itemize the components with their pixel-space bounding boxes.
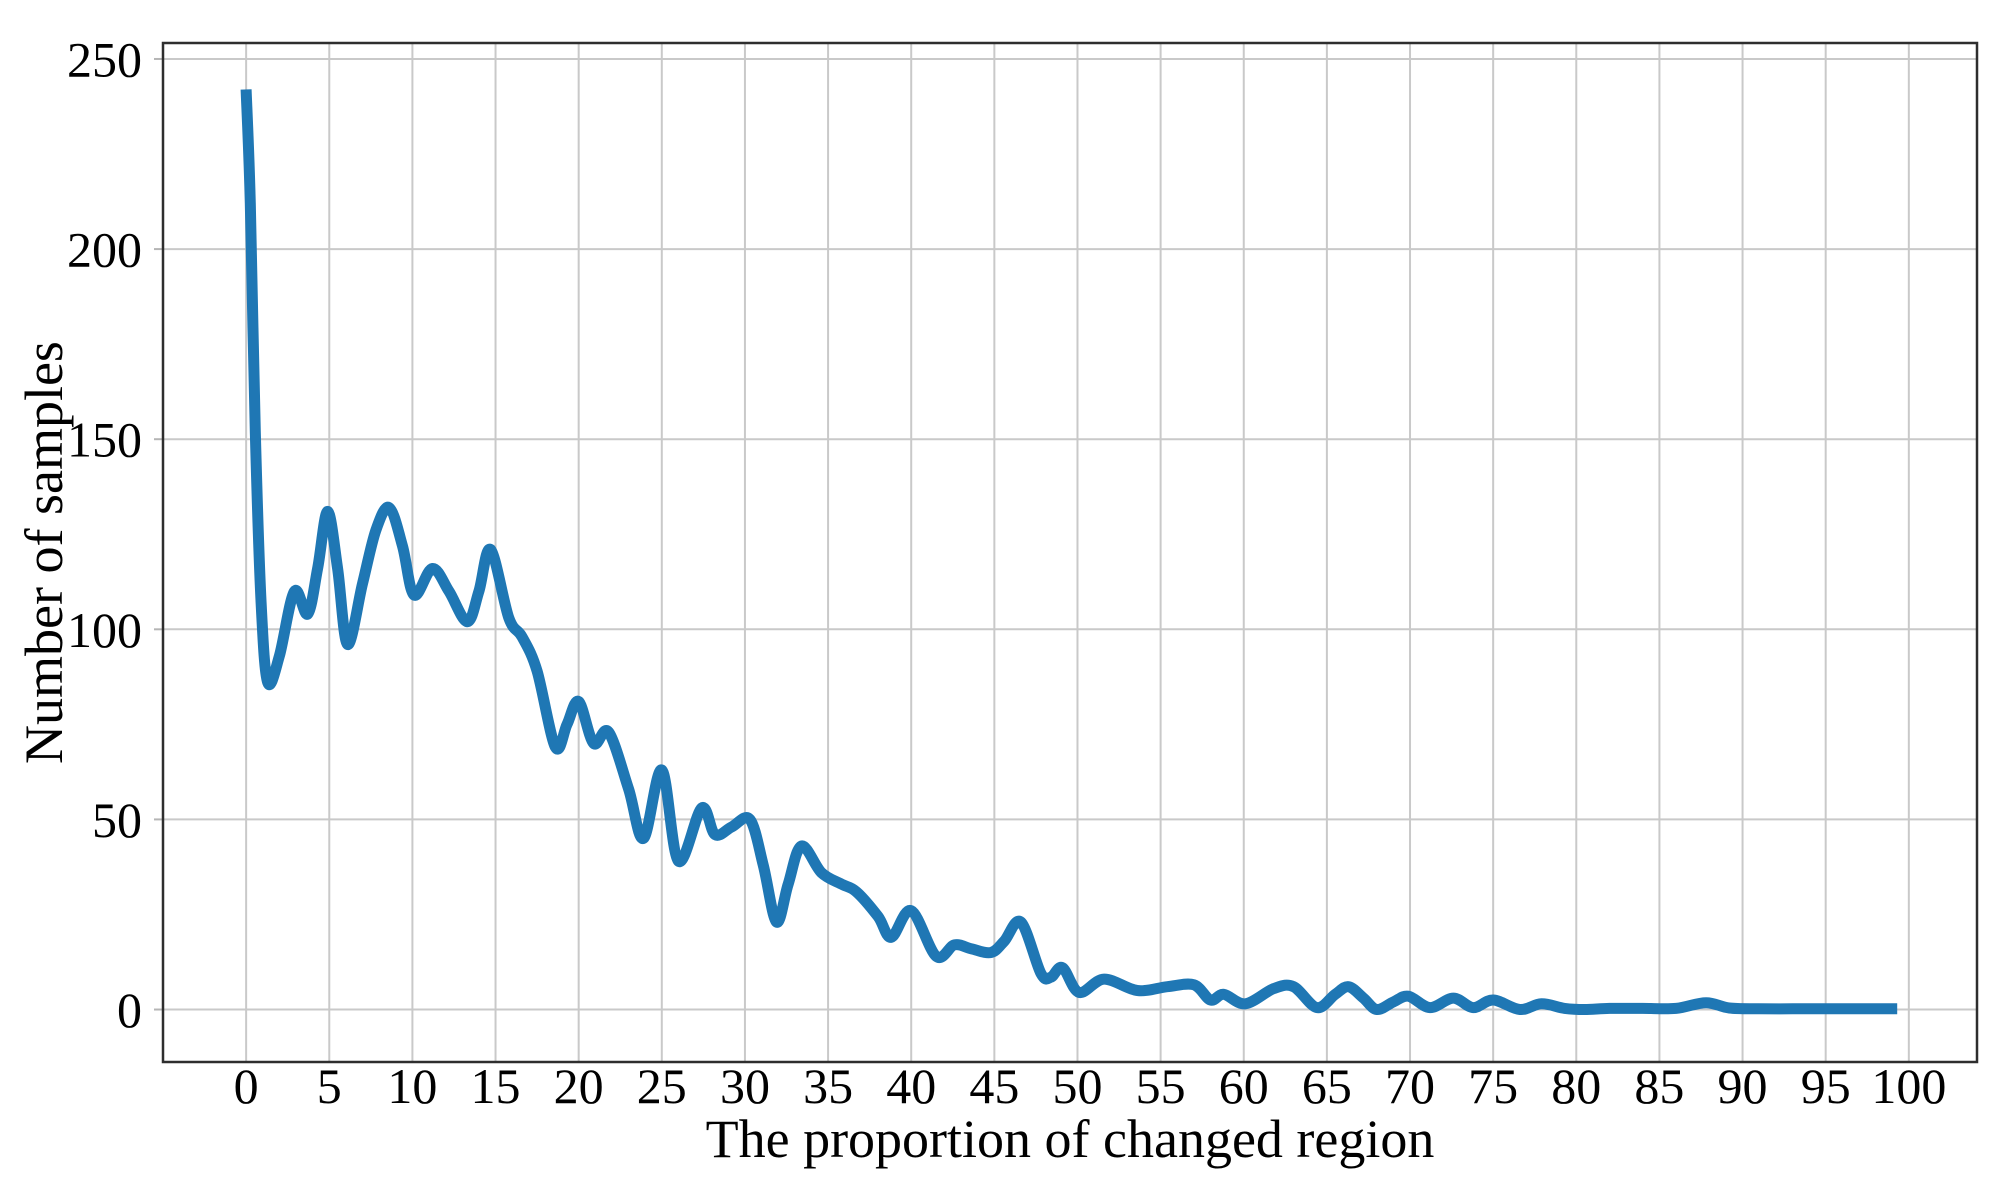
x-tick-label: 90	[1718, 1058, 1768, 1114]
y-tick-label: 0	[117, 982, 142, 1038]
x-tick-label: 25	[637, 1058, 687, 1114]
x-tick-label: 20	[554, 1058, 604, 1114]
y-tick-labels: 0 50 100 150 200 250	[67, 31, 142, 1038]
y-axis-title: Number of samples	[14, 341, 74, 764]
axis-tick-layer	[154, 57, 163, 1011]
x-tick-label: 100	[1871, 1058, 1946, 1114]
x-tick-label: 0	[234, 1058, 259, 1114]
x-tick-label: 10	[387, 1058, 437, 1114]
x-tick-label: 70	[1385, 1058, 1435, 1114]
y-tick-label: 150	[67, 412, 142, 468]
x-tick-label: 65	[1302, 1058, 1352, 1114]
plot-border	[161, 41, 1979, 1064]
x-tick-label: 80	[1551, 1058, 1601, 1114]
x-tick-label: 30	[720, 1058, 770, 1114]
series-line	[240, 89, 1898, 1016]
x-tick-label: 40	[886, 1058, 936, 1114]
x-tick-label: 35	[803, 1058, 853, 1114]
x-tick-label: 15	[471, 1058, 521, 1114]
x-tick-label: 55	[1136, 1058, 1186, 1114]
x-tick-labels: 0 5 10 15 20 25 30 35 40 45 50 55 60 65 70 75 80 85 90 95 10…	[234, 1058, 1947, 1114]
x-tick-label: 95	[1801, 1058, 1851, 1114]
x-tick-label: 60	[1219, 1058, 1269, 1114]
y-tick-label: 50	[92, 792, 142, 848]
grid-layer	[163, 43, 1977, 1062]
x-tick-label: 45	[969, 1058, 1019, 1114]
x-tick-label: 85	[1634, 1058, 1684, 1114]
x-tick-label: 75	[1468, 1058, 1518, 1114]
y-tick-label: 250	[67, 31, 142, 87]
x-tick-label: 5	[317, 1058, 342, 1114]
x-axis-title: The proportion of changed region	[706, 1109, 1435, 1169]
x-tick-label: 50	[1052, 1058, 1102, 1114]
y-tick-label: 200	[67, 222, 142, 278]
y-tick-label: 100	[67, 602, 142, 658]
